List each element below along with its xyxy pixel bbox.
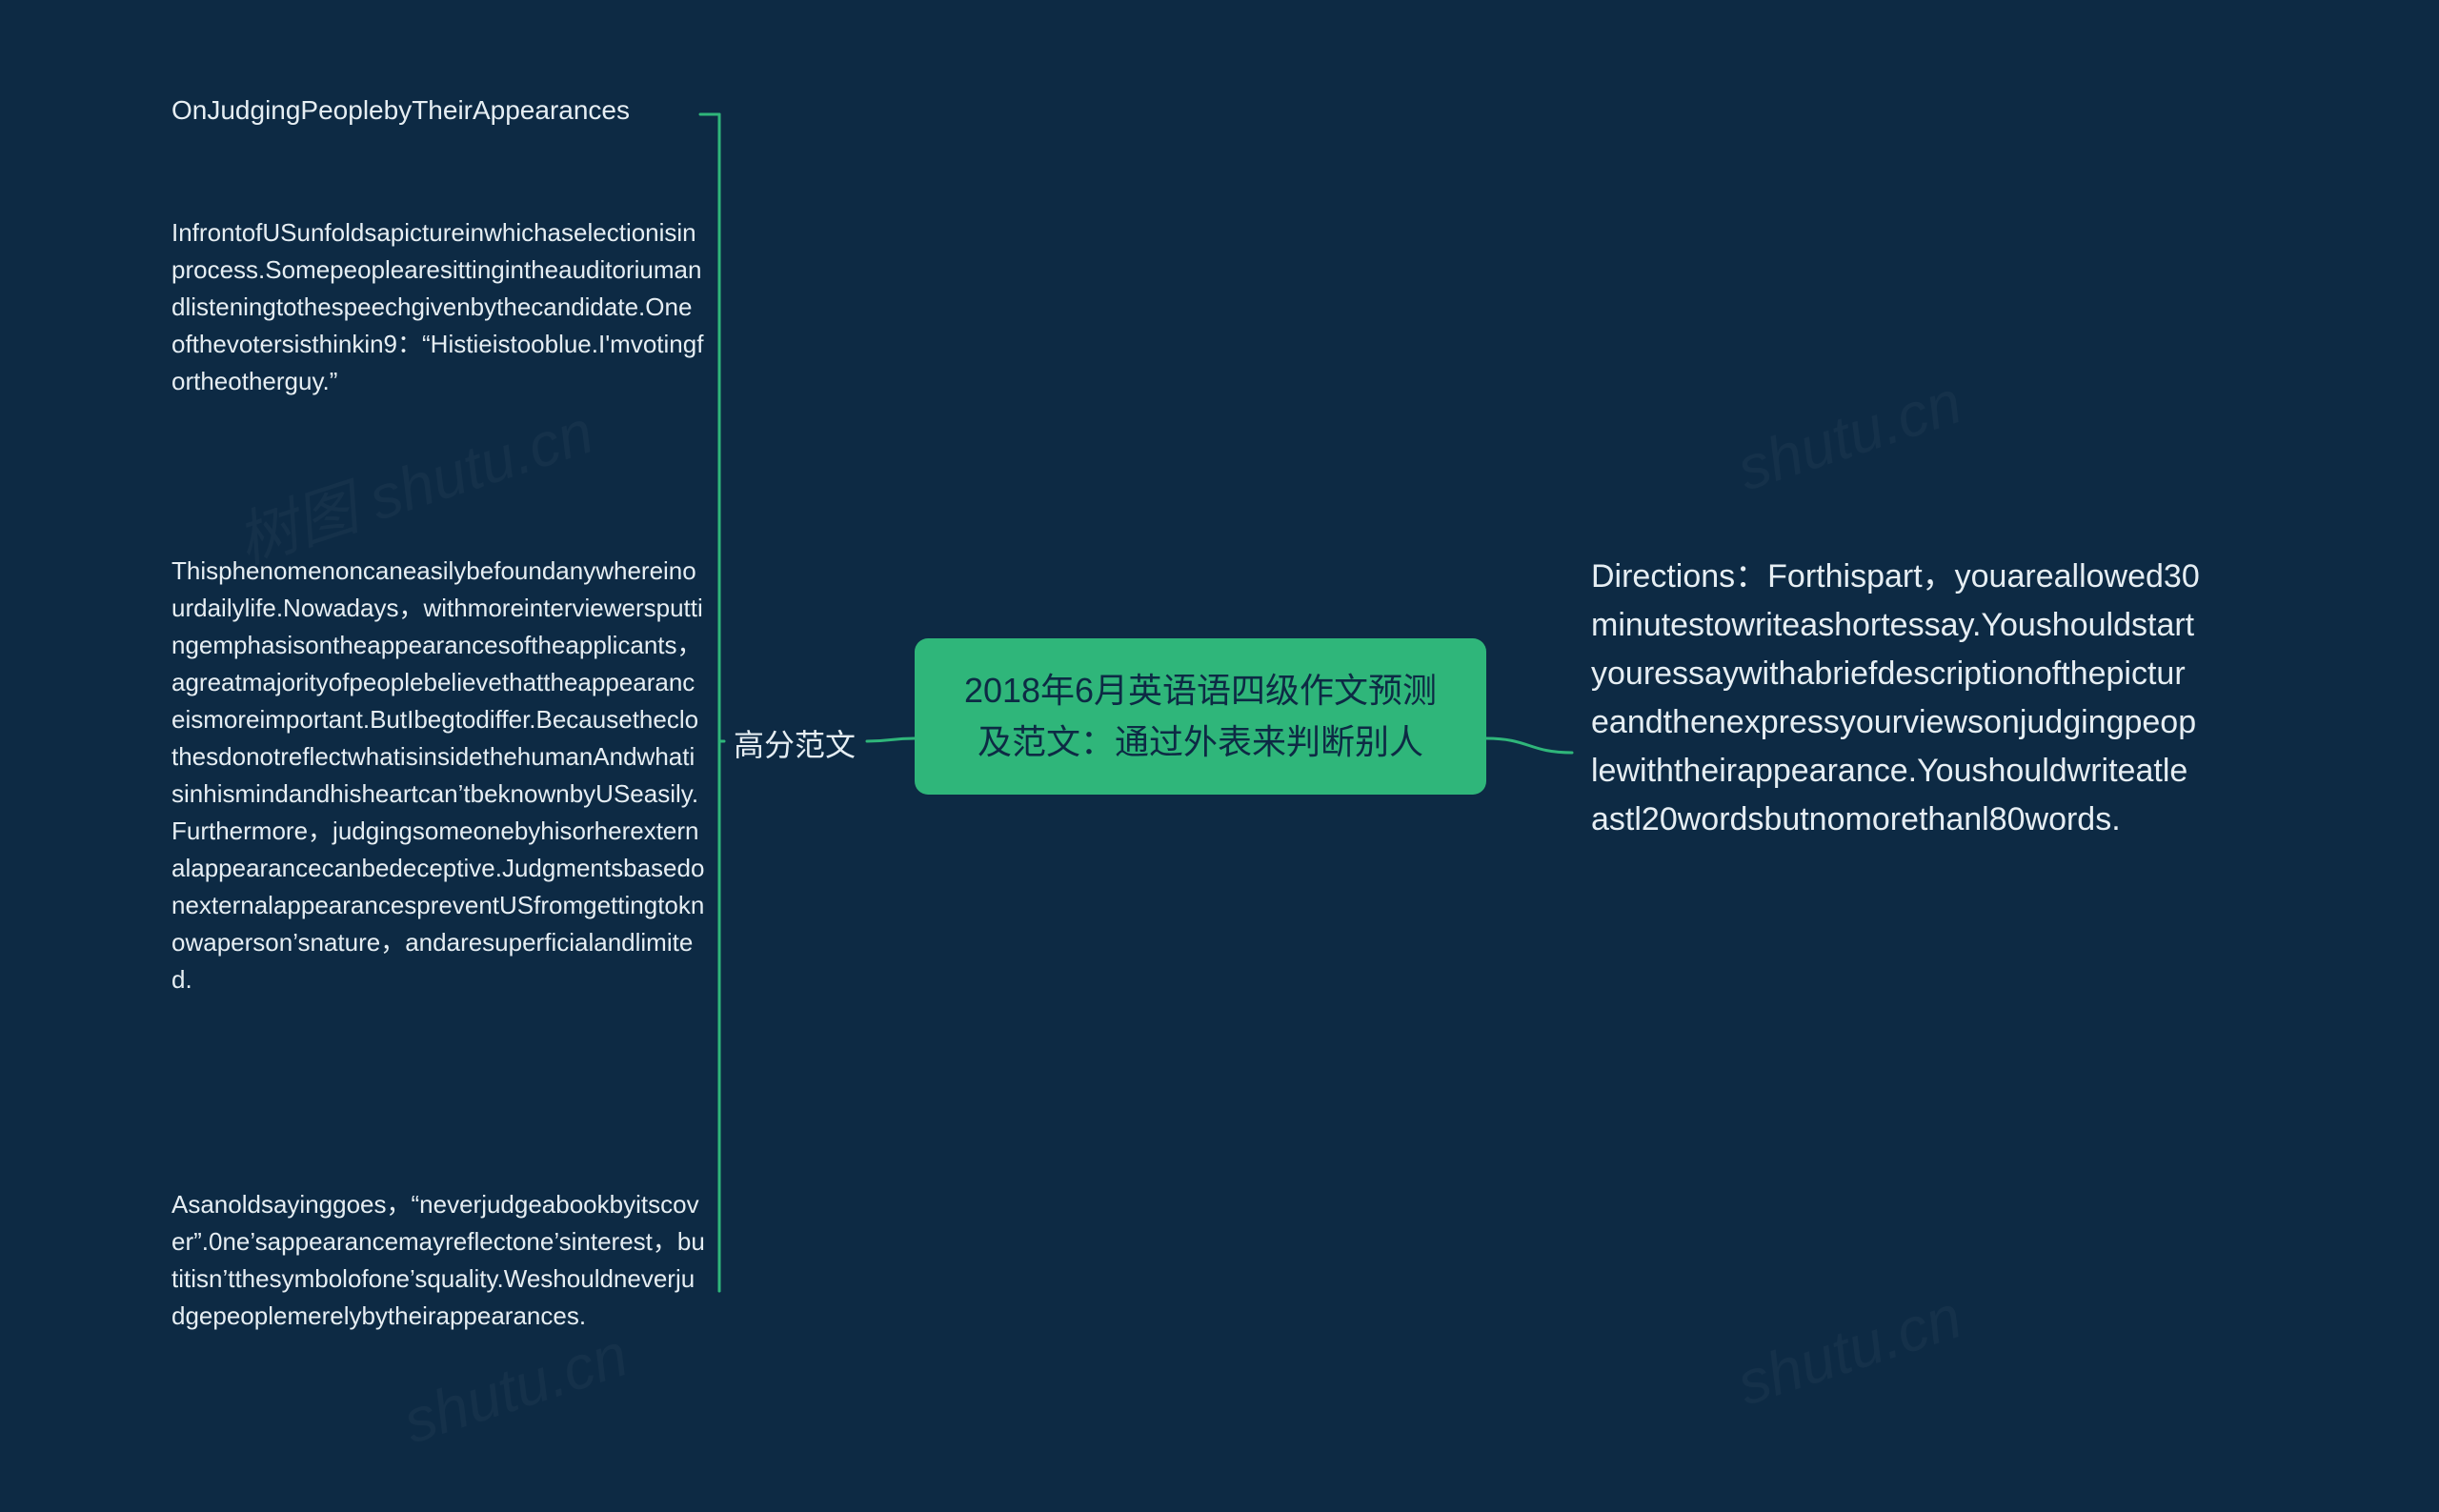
left-item-2[interactable]: Thisphenomenoncaneasilybefoundanywherein… <box>171 553 705 998</box>
watermark-2: shutu.cn <box>394 1319 635 1457</box>
watermark-0: 树图 shutu.cn <box>224 383 602 580</box>
left-branch-label[interactable]: 高分范文 <box>734 722 856 768</box>
left-item-3[interactable]: Asanoldsayinggoes，“neverjudgeabookbyitsc… <box>171 1186 705 1335</box>
left-item-1[interactable]: InfrontofUSunfoldsapictureinwhichaselect… <box>171 214 705 400</box>
mindmap-canvas: 2018年6月英语语四级作文预测及范文：通过外表来判断别人 高分范文 Direc… <box>0 0 2439 1512</box>
watermark-1: shutu.cn <box>1728 366 1969 504</box>
left-item-0[interactable]: OnJudgingPeoplebyTheirAppearances <box>171 91 686 131</box>
watermark-3: shutu.cn <box>1728 1280 1969 1419</box>
center-node[interactable]: 2018年6月英语语四级作文预测及范文：通过外表来判断别人 <box>915 638 1486 795</box>
right-item-0[interactable]: Directions：Forthispart，youareallowed30mi… <box>1591 553 2201 844</box>
